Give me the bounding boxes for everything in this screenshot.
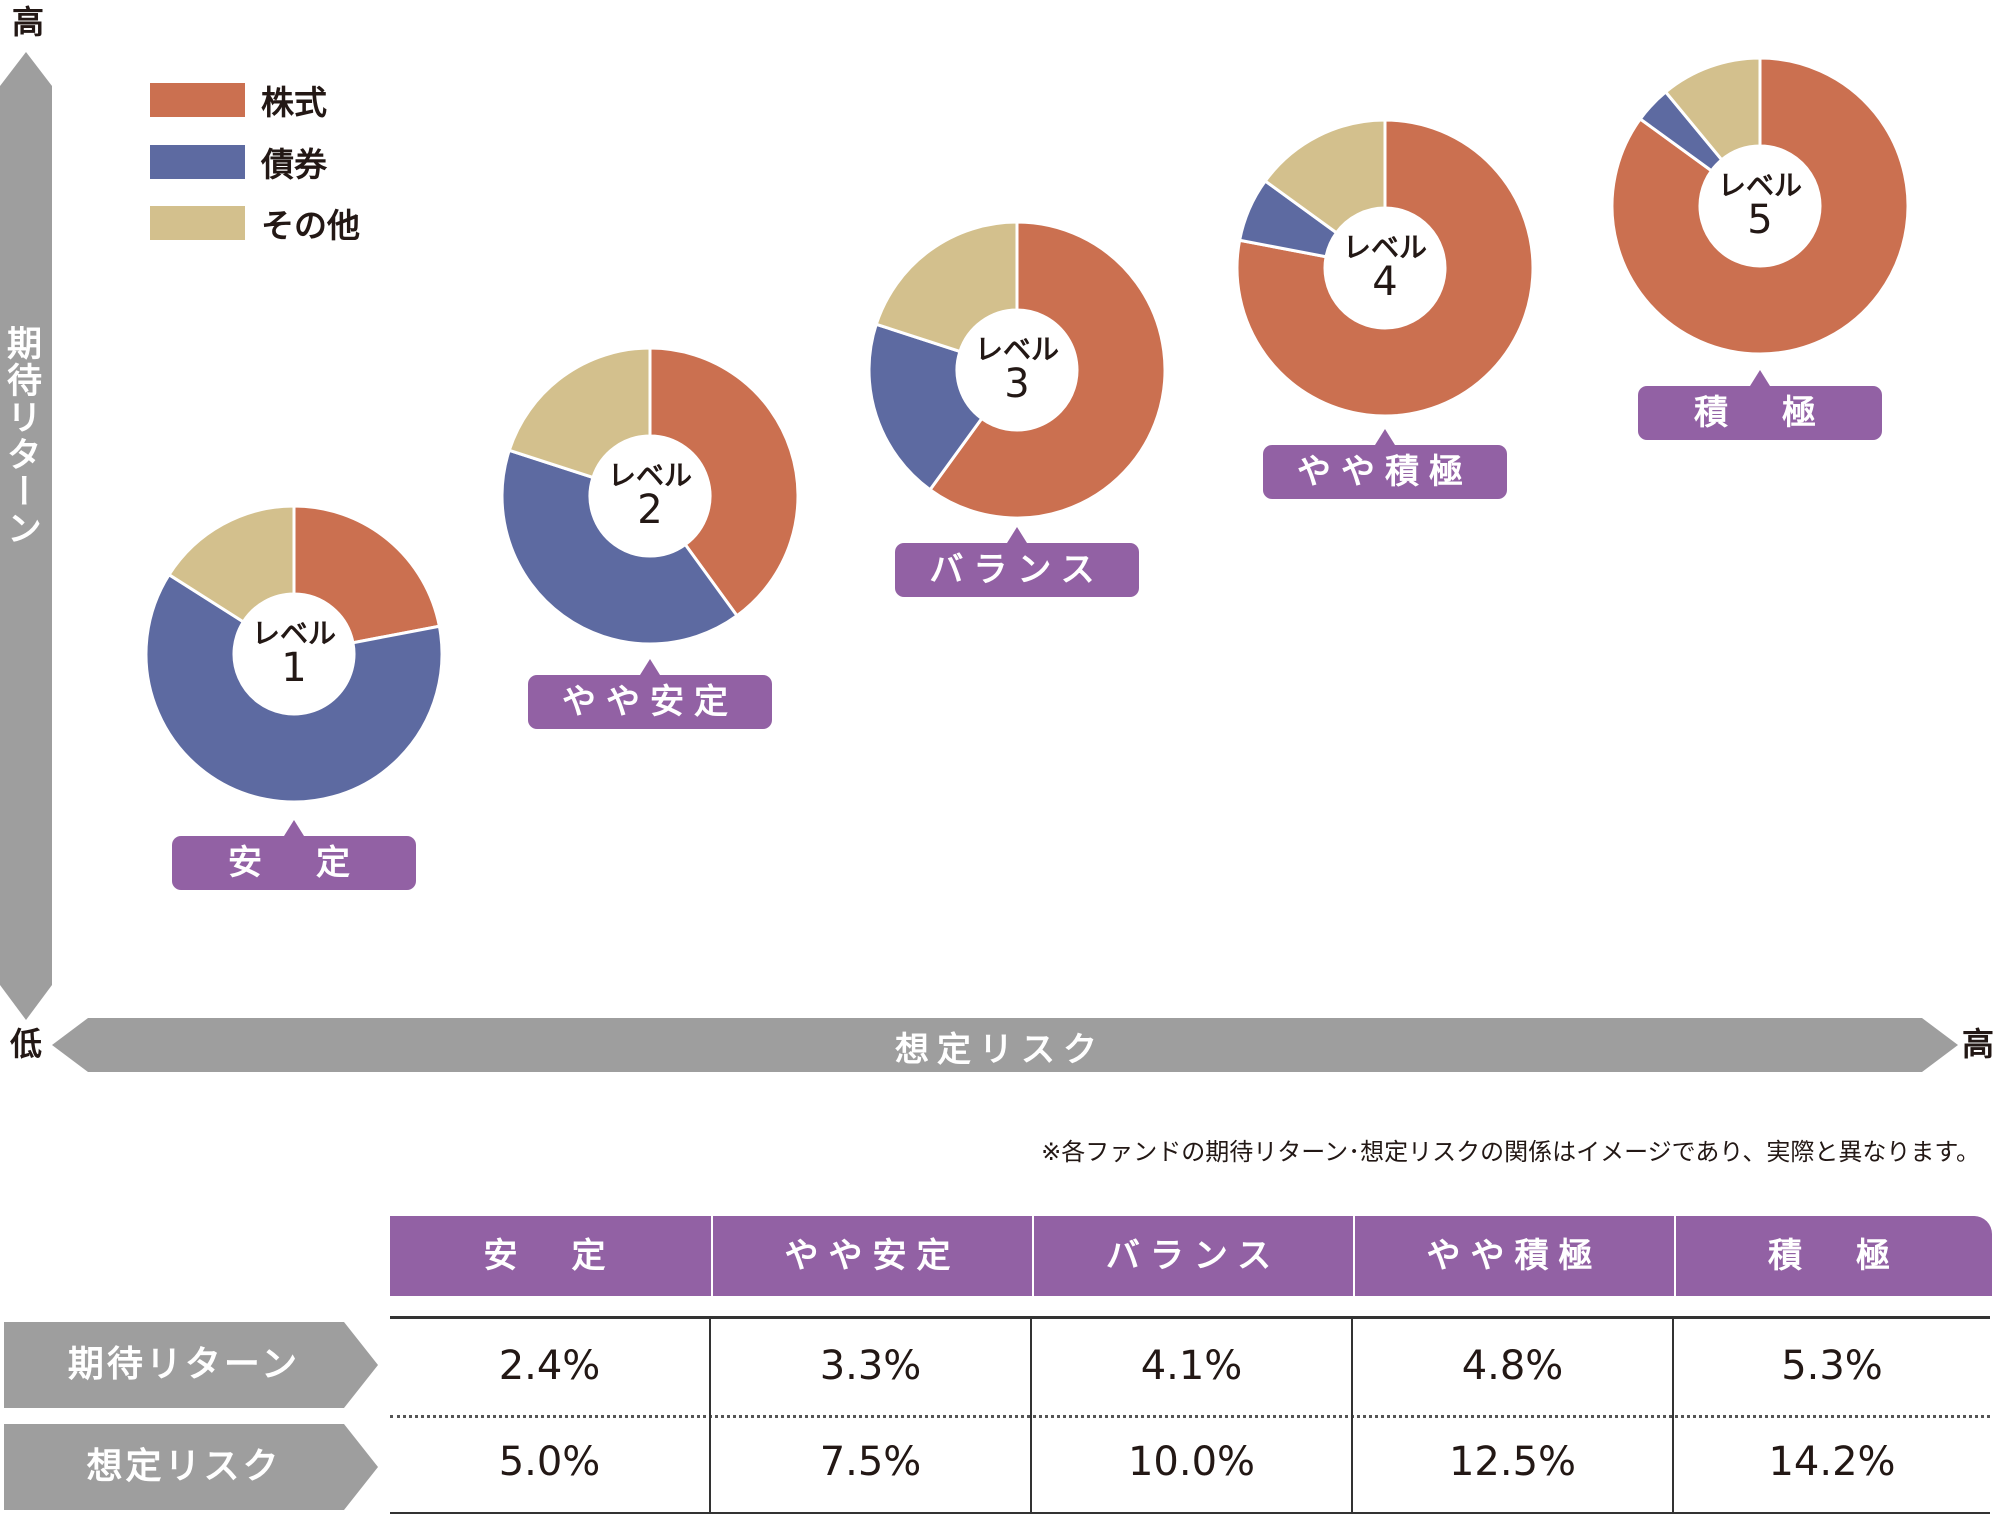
table-cell: 14.2% [1768,1439,1896,1485]
category-tag-somewhat-stable: やや安定 [528,659,772,729]
table-header-stable: 安 定 [390,1216,709,1296]
legend-swatch-other [150,206,245,240]
donut-2-center: レベル 2 [600,459,700,533]
table-cell: 7.5% [819,1439,922,1485]
y-axis-arrow [0,52,52,1020]
donut-3-level-number: 3 [1004,361,1030,407]
donut-3-hole [957,310,1077,430]
legend-label-stocks: 株式 [261,83,327,122]
category-tag-balance: バランス [895,527,1139,597]
legend-item-other: その他 [150,205,360,245]
table-column-divider [709,1319,711,1513]
row-header-expected-risk: 想定リスク [4,1424,378,1510]
donut-4-hole [1325,208,1445,328]
category-tag-stable: 安 定 [172,820,416,890]
table-cell: 4.1% [1140,1343,1243,1389]
table-cell: 5.0% [498,1439,601,1485]
donut-1-hole [234,594,354,714]
tag-pointer [1007,527,1027,543]
donut-1-level-number: 1 [281,645,307,691]
table-cell: 3.3% [819,1343,922,1389]
donut-5-level-text: レベル [1717,169,1802,202]
donut-4-level-text: レベル [1342,231,1427,264]
table-top-rule [390,1316,1990,1319]
x-axis-arrow [52,1018,1958,1072]
donut-1-level-text: レベル [251,617,336,650]
donut-5-hole [1700,146,1820,266]
table-cell: 5.3% [1781,1343,1883,1389]
row-header-arrow-shape [4,1424,378,1510]
row-header-label: 期待リターン [67,1344,301,1385]
tag-pointer [284,820,304,836]
x-axis-high-label: 高 [1962,1025,1995,1063]
category-tag-label: 安 定 [228,843,360,883]
table-column-divider [1672,1319,1674,1513]
category-tag-label: バランス [929,550,1105,590]
donut-4-level-number: 4 [1372,259,1398,305]
table-cell: 4.8% [1461,1343,1564,1389]
table-cell: 2.4% [498,1343,601,1389]
tag-pointer [1375,429,1395,445]
category-tag-label: やや積極 [1297,452,1473,492]
donut-5-slice-other [1663,56,1762,162]
tag-pointer [1750,370,1770,386]
row-header-label: 想定リスク [86,1446,282,1487]
x-axis-title: 想定リスク [895,1030,1105,1070]
legend-item-bonds: 債券 [150,144,327,184]
table-column-divider [1351,1319,1353,1513]
donut-1-center: レベル 1 [244,617,344,691]
x-axis-low-label: 低 [10,1025,43,1063]
donut-2-level-text: レベル [607,459,692,492]
table-row-separator [390,1415,1990,1418]
donut-2-hole [590,436,710,556]
donut-5-level-number: 5 [1747,197,1773,243]
category-tag-label: やや安定 [562,682,738,722]
table-header-balance: バランス [1032,1216,1353,1296]
table-cell: 10.0% [1127,1439,1256,1485]
row-header-arrow-shape [4,1322,378,1408]
legend-label-other: その他 [261,206,360,245]
category-tag-aggressive: 積 極 [1638,370,1882,440]
legend-label-bonds: 債券 [261,145,327,184]
legend-item-stocks: 株式 [150,82,327,122]
y-axis-title: 期待リターン [1,325,41,547]
category-tag-somewhat-aggressive: やや積極 [1263,429,1507,499]
donut-3-level-text: レベル [974,333,1059,366]
donut-4-center: レベル 4 [1335,231,1435,305]
table-cell: 12.5% [1448,1439,1577,1485]
donut-charts [144,56,1910,804]
donut-2-level-number: 2 [637,487,663,533]
legend-swatch-stocks [150,83,245,117]
donut-5-center: レベル 5 [1710,169,1810,243]
row-header-expected-return: 期待リターン [4,1322,378,1408]
donut-3-center: レベル 3 [967,333,1067,407]
table-header-somewhat-stable: やや安定 [711,1216,1032,1296]
table-bottom-rule [390,1512,1990,1514]
disclaimer-note: ※各ファンドの期待リターン･想定リスクの関係はイメージであり、実際と異なります。 [1041,1138,1980,1166]
y-axis-high-label: 高 [12,3,45,41]
legend-swatch-bonds [150,145,245,179]
tag-pointer [640,659,660,675]
table-header-somewhat-aggressive: やや積極 [1353,1216,1674,1296]
table-column-divider [1030,1319,1032,1513]
category-tag-label: 積 極 [1694,393,1826,433]
table-header-aggressive: 積 極 [1674,1216,1992,1296]
